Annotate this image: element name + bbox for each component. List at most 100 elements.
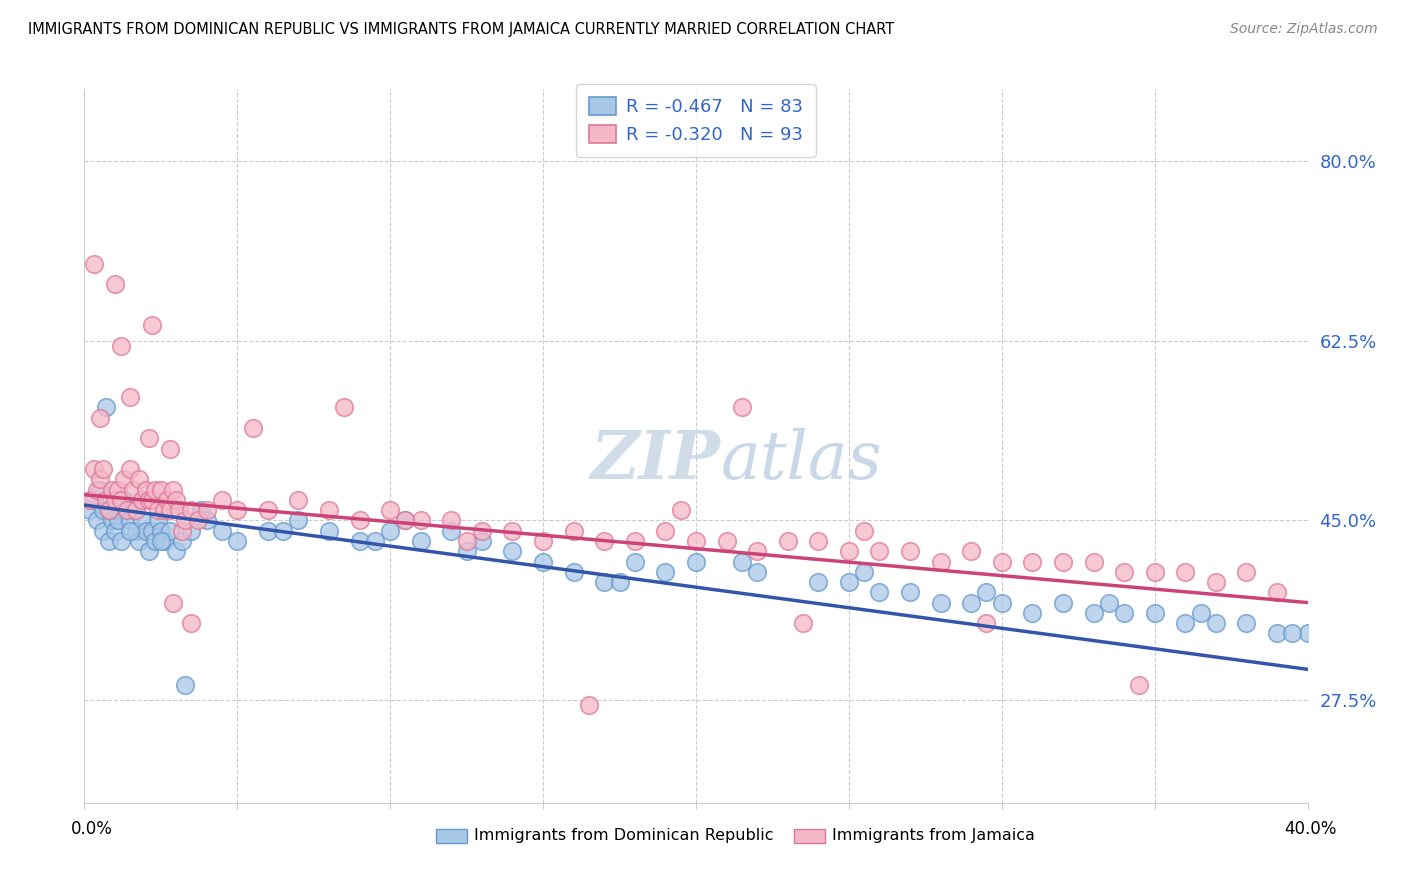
Point xyxy=(853,524,876,538)
Text: 0.0%: 0.0% xyxy=(70,820,112,838)
Point xyxy=(562,565,585,579)
Point xyxy=(502,544,524,558)
Point xyxy=(1143,606,1166,620)
Point xyxy=(104,524,127,538)
Point xyxy=(83,492,105,507)
Point xyxy=(502,524,524,538)
Point xyxy=(380,503,402,517)
Point xyxy=(138,544,160,558)
Point xyxy=(609,575,631,590)
Point xyxy=(807,533,830,548)
Point xyxy=(716,533,738,548)
Point xyxy=(257,524,280,538)
Point xyxy=(138,431,160,445)
Point xyxy=(531,554,554,568)
Point xyxy=(1052,596,1074,610)
Point xyxy=(1205,616,1227,631)
Point xyxy=(159,442,181,456)
Point xyxy=(138,492,160,507)
Point xyxy=(929,554,952,568)
Point xyxy=(79,503,101,517)
Point xyxy=(211,492,233,507)
Point xyxy=(1114,606,1136,620)
Point xyxy=(838,575,860,590)
Point xyxy=(271,524,294,538)
Point xyxy=(669,503,692,517)
Point xyxy=(1281,626,1303,640)
Point xyxy=(115,503,138,517)
Point xyxy=(195,513,218,527)
Point xyxy=(747,544,769,558)
Point xyxy=(97,533,120,548)
Point xyxy=(456,544,478,558)
Point xyxy=(180,503,202,517)
Point xyxy=(440,524,463,538)
Point xyxy=(149,483,172,497)
Point xyxy=(156,492,179,507)
Point xyxy=(172,533,194,548)
Point xyxy=(960,544,983,558)
Point xyxy=(991,596,1014,610)
Point xyxy=(89,483,111,497)
Point xyxy=(1296,626,1319,640)
Point xyxy=(1205,575,1227,590)
Point xyxy=(125,503,148,517)
Point xyxy=(104,492,127,507)
Point xyxy=(1236,616,1258,631)
Point xyxy=(1265,585,1288,599)
Point xyxy=(174,513,197,527)
Point xyxy=(190,503,212,517)
Point xyxy=(180,524,202,538)
Point xyxy=(776,533,799,548)
Point xyxy=(162,483,184,497)
Point xyxy=(394,513,416,527)
Point xyxy=(1021,554,1043,568)
Point xyxy=(165,544,187,558)
Point xyxy=(991,554,1014,568)
Point xyxy=(333,401,356,415)
Point xyxy=(89,472,111,486)
Point xyxy=(149,524,172,538)
Point xyxy=(180,616,202,631)
Point xyxy=(143,533,166,548)
Point xyxy=(409,513,432,527)
Point xyxy=(1098,596,1121,610)
Legend: R = -0.467   N = 83, R = -0.320   N = 93: R = -0.467 N = 83, R = -0.320 N = 93 xyxy=(576,84,815,157)
Point xyxy=(593,533,616,548)
Point xyxy=(174,678,197,692)
Point xyxy=(112,472,135,486)
Point xyxy=(110,533,132,548)
Point xyxy=(94,492,117,507)
Point xyxy=(101,483,124,497)
Point xyxy=(110,339,132,353)
Point xyxy=(1114,565,1136,579)
Text: IMMIGRANTS FROM DOMINICAN REPUBLIC VS IMMIGRANTS FROM JAMAICA CURRENTLY MARRIED : IMMIGRANTS FROM DOMINICAN REPUBLIC VS IM… xyxy=(28,22,894,37)
Point xyxy=(960,596,983,610)
Point xyxy=(186,513,208,527)
Point xyxy=(1052,554,1074,568)
Point xyxy=(128,533,150,548)
Point xyxy=(141,318,163,333)
Point xyxy=(318,503,340,517)
Point xyxy=(143,483,166,497)
Point xyxy=(380,524,402,538)
Point xyxy=(94,401,117,415)
Point xyxy=(898,585,921,599)
Point xyxy=(131,492,153,507)
Text: Immigrants from Jamaica: Immigrants from Jamaica xyxy=(832,829,1035,843)
Text: Immigrants from Dominican Republic: Immigrants from Dominican Republic xyxy=(474,829,773,843)
Point xyxy=(112,492,135,507)
Point xyxy=(226,533,249,548)
Point xyxy=(97,503,120,517)
Point xyxy=(122,483,145,497)
Point xyxy=(104,277,127,292)
Point xyxy=(1143,565,1166,579)
Point xyxy=(593,575,616,590)
Point xyxy=(624,554,647,568)
Point xyxy=(685,533,707,548)
Point xyxy=(1083,554,1105,568)
Point xyxy=(79,492,101,507)
Point xyxy=(578,698,600,713)
Point xyxy=(91,524,114,538)
Point xyxy=(135,524,157,538)
